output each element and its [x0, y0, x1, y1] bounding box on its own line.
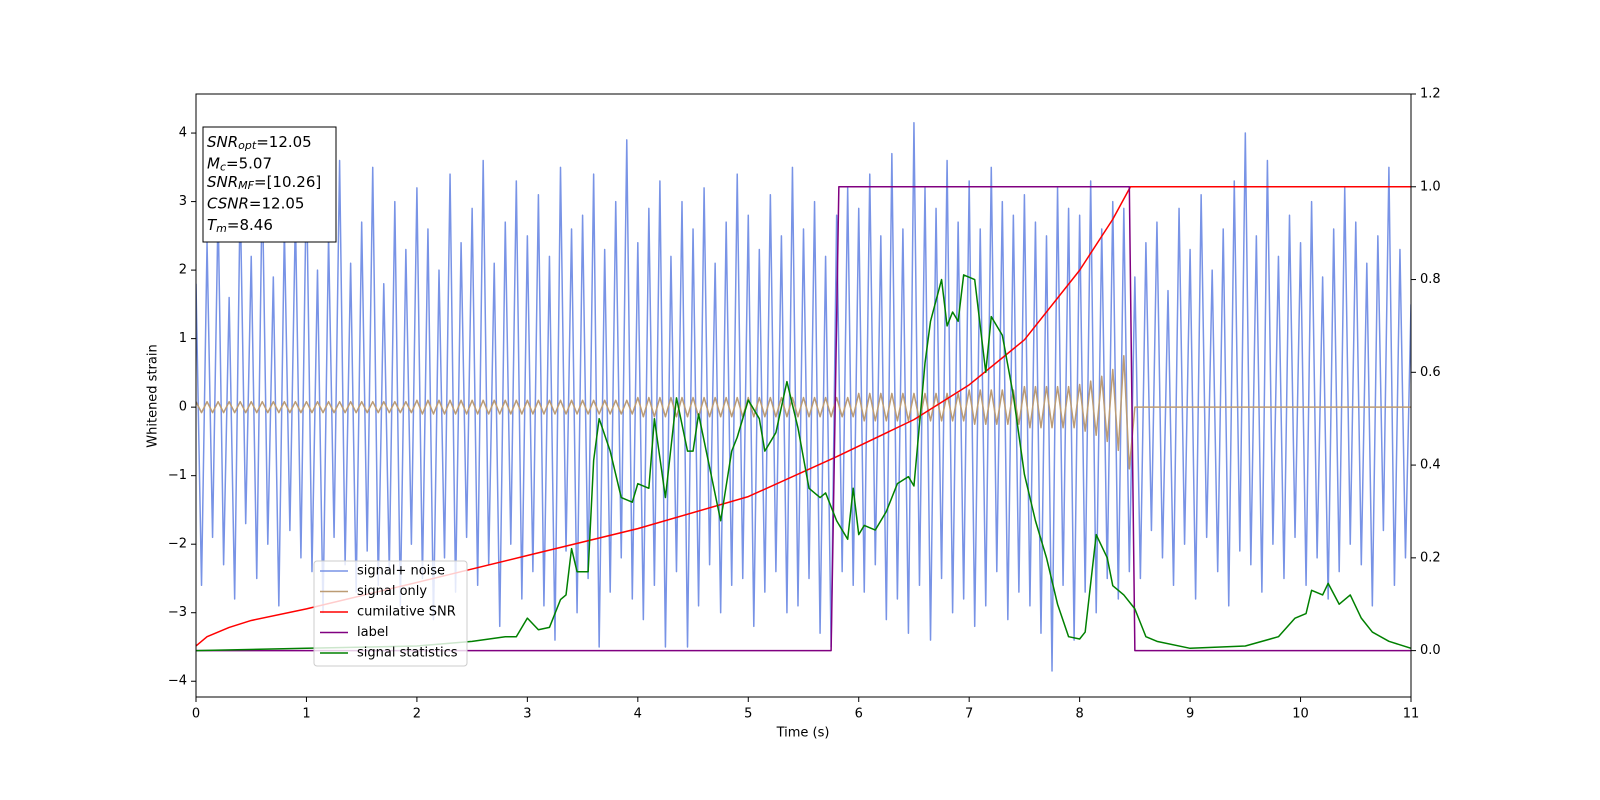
legend-frame [313, 560, 468, 667]
annotation-subscript: c [220, 161, 226, 174]
annotation-symbol: T [207, 216, 218, 234]
x-tick-label: 8 [1075, 707, 1083, 722]
annotation-text: Tm=8.46 [207, 216, 273, 236]
annotation-box: SNRopt=12.05Mc=5.07SNRMF=[10.26]CSNR=12.… [202, 126, 337, 243]
annotation-frame [202, 126, 337, 243]
y-tick-label: 3 [179, 194, 187, 209]
x-tick-label: 3 [523, 707, 531, 722]
y-tick-label: 2 [179, 263, 187, 278]
y2-tick-label: 0.0 [1420, 643, 1441, 658]
legend-label: signal statistics [357, 646, 458, 661]
x-tick-label: 0 [192, 707, 200, 722]
legend-label: signal only [357, 584, 427, 599]
legend: signal+ noise signal only cumilative SNR la… [313, 560, 468, 667]
legend-label: cumilative SNR [357, 605, 456, 620]
y-tick-label: −3 [168, 605, 187, 620]
ticks: 0 1 2 3 4 5 6 7 8 9 10 11 −4 −3 −2 −1 0 1 2 3 4 0.0 0.2 0.4 0.6 0… [168, 87, 1441, 722]
annotation-text: SNRopt=12.05 [207, 133, 312, 153]
y2-tick-label: 0.2 [1420, 550, 1441, 565]
y2-tick-label: 1.2 [1420, 87, 1441, 102]
y2-tick-label: 0.4 [1420, 458, 1441, 473]
x-tick-label: 7 [965, 707, 973, 722]
y-tick-label: 4 [179, 126, 187, 141]
y-tick-label: 1 [179, 331, 187, 346]
annotation-value: =[10.26] [254, 173, 321, 191]
axes-frame [195, 93, 1412, 698]
y-tick-label: −4 [168, 674, 187, 689]
y2-tick-label: 0.6 [1420, 365, 1441, 380]
series-line [196, 355, 1411, 470]
x-axis-label: Time (s) [776, 726, 830, 741]
x-tick-label: 9 [1186, 707, 1194, 722]
annotation-value: =12.05 [249, 194, 305, 212]
series-line [196, 122, 1411, 672]
x-tick-label: 5 [744, 707, 752, 722]
annotation-value: =8.46 [227, 216, 273, 234]
series-line [196, 186, 1411, 647]
annotation-symbol: SNR [207, 173, 238, 191]
annotation-text: CSNR=12.05 [207, 194, 304, 212]
y-axis-label: Whitened strain [146, 344, 161, 447]
y2-tick-label: 0.8 [1420, 272, 1441, 287]
annotation-symbol: M [207, 154, 220, 172]
series-line [196, 186, 1411, 652]
plot-area [196, 122, 1411, 672]
y2-tick-label: 1.0 [1420, 179, 1441, 194]
x-tick-label: 4 [634, 707, 642, 722]
annotation-subscript: m [216, 222, 227, 235]
series-line [196, 274, 1411, 652]
annotation-symbol: SNR [207, 133, 238, 151]
annotation-text: Mc=5.07 [207, 154, 272, 174]
annotation-text: SNRMF=[10.26] [207, 173, 321, 193]
annotation-value: =12.05 [256, 133, 312, 151]
x-tick-label: 11 [1403, 707, 1420, 722]
x-tick-label: 10 [1292, 707, 1309, 722]
legend-label: label [357, 625, 388, 640]
x-tick-label: 6 [855, 707, 863, 722]
legend-label: signal+ noise [357, 564, 445, 579]
y-tick-label: −1 [168, 468, 187, 483]
y-tick-label: 0 [179, 400, 187, 415]
x-tick-label: 2 [413, 707, 421, 722]
annotation-symbol: CSNR [207, 194, 249, 212]
x-tick-label: 1 [302, 707, 310, 722]
annotation-subscript: MF [238, 179, 254, 192]
annotation-subscript: opt [238, 139, 257, 152]
annotation-value: =5.07 [226, 154, 272, 172]
y-tick-label: −2 [168, 537, 187, 552]
